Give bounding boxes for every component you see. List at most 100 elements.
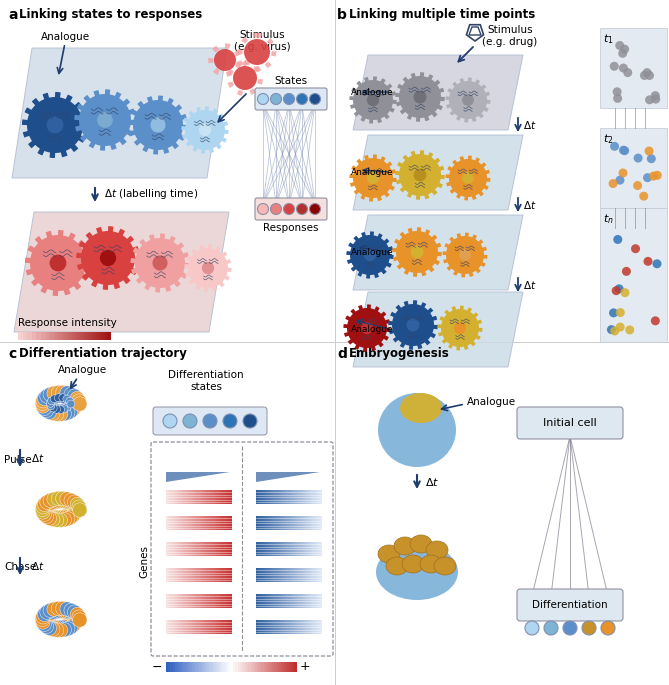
Bar [70,332,72,340]
Polygon shape [25,230,91,296]
Bar [215,490,216,504]
Circle shape [68,614,82,628]
Ellipse shape [378,545,400,563]
Circle shape [43,493,58,508]
FancyBboxPatch shape [517,407,623,439]
Bar [201,594,202,608]
Ellipse shape [420,555,442,573]
Circle shape [642,68,652,77]
Bar [310,620,312,634]
Ellipse shape [233,66,257,90]
Text: b: b [337,8,347,22]
Circle shape [72,500,86,514]
Bar [320,568,322,582]
Bar [204,490,205,504]
Bar [209,490,211,504]
Circle shape [310,203,320,214]
Bar [282,490,284,504]
Circle shape [57,512,72,527]
Circle shape [47,397,56,405]
Circle shape [64,404,78,419]
Circle shape [57,604,71,619]
Bar [270,568,272,582]
Bar [285,542,287,556]
Circle shape [40,503,54,518]
Bar [196,620,198,634]
Bar [257,516,259,530]
Bar [227,542,228,556]
Bar [295,542,296,556]
Bar [168,542,170,556]
Bar [18,332,23,340]
Bar [313,490,315,504]
Bar [168,662,171,672]
Bar [197,542,199,556]
Bar [199,516,200,530]
Circle shape [615,284,624,293]
Bar [222,594,224,608]
Bar [276,542,278,556]
Bar [306,594,308,608]
Bar [279,662,282,672]
Circle shape [51,601,66,616]
Circle shape [60,619,74,633]
Circle shape [72,394,86,408]
Polygon shape [353,55,523,130]
Circle shape [619,146,628,155]
Bar [197,568,199,582]
Bar [169,594,171,608]
Bar [302,568,303,582]
Bar [292,542,293,556]
Text: $\Delta t$ (labelling time): $\Delta t$ (labelling time) [104,187,199,201]
Bar [213,594,215,608]
Bar [265,490,266,504]
Circle shape [618,169,628,177]
Bar [257,594,259,608]
Ellipse shape [151,118,165,132]
Bar [311,620,313,634]
Circle shape [631,244,640,253]
Circle shape [45,512,60,527]
Ellipse shape [244,39,270,65]
Bar [260,516,261,530]
Bar [176,620,177,634]
Bar [288,542,290,556]
Bar [220,620,221,634]
Bar [188,662,191,672]
Circle shape [56,395,64,403]
Bar [227,490,229,504]
Bar [230,594,231,608]
Circle shape [49,399,57,406]
Text: Linking states to responses: Linking states to responses [19,8,202,21]
Bar [207,568,209,582]
Bar [314,516,316,530]
Bar [308,620,310,634]
Bar [258,516,260,530]
Polygon shape [76,226,140,290]
Circle shape [65,392,80,406]
Bar [181,568,183,582]
Bar [192,542,193,556]
Polygon shape [343,304,391,351]
Bar [227,662,229,672]
Bar [302,594,303,608]
Polygon shape [160,417,258,430]
Bar [274,516,276,530]
Bar [319,490,320,504]
Bar [178,568,179,582]
Bar [297,594,299,608]
Bar [309,594,310,608]
Bar [81,332,83,340]
Bar [207,662,210,672]
Bar [29,332,31,340]
Bar [270,490,272,504]
Bar [220,542,221,556]
Circle shape [61,406,75,420]
Bar [173,620,175,634]
Bar [190,516,191,530]
Circle shape [60,403,68,411]
Bar [168,516,170,530]
Bar [312,516,314,530]
Circle shape [64,510,78,525]
Bar [207,594,209,608]
